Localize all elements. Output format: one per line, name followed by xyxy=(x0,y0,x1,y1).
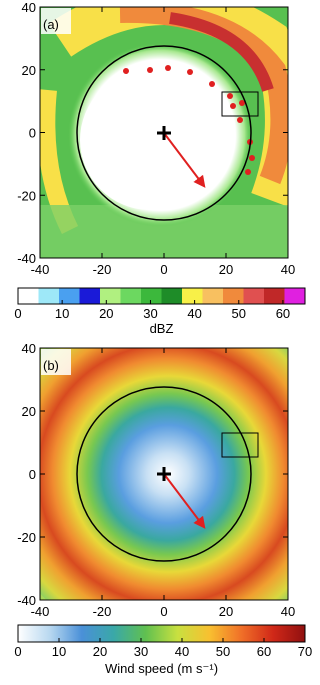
colorbar-tick-label: 30 xyxy=(143,306,157,321)
x-tick-label: 20 xyxy=(219,262,233,277)
colorbar-frame xyxy=(17,624,306,643)
y-tick-label: 0 xyxy=(29,467,36,482)
x-tick-label: -20 xyxy=(93,604,112,619)
colorbar-segment xyxy=(38,288,60,304)
colorbar-segment xyxy=(223,288,244,304)
dots xyxy=(123,65,255,175)
box xyxy=(221,432,259,458)
y-tick-label: 0 xyxy=(29,126,36,141)
y-tick-label: -20 xyxy=(17,530,36,545)
colorbar-tick-label: 30 xyxy=(134,644,148,659)
colorbar-tick-label: 40 xyxy=(175,644,189,659)
colorbar-segment xyxy=(79,288,101,304)
colorbar-frame xyxy=(17,287,306,305)
colorbar-segment xyxy=(284,288,306,304)
x-tick-label: 40 xyxy=(281,262,295,277)
reflectivity-field xyxy=(40,7,288,258)
colorbar-tick-label: 0 xyxy=(14,644,21,659)
colorbar-tick-label: 60 xyxy=(257,644,271,659)
panel-label: (b) xyxy=(43,358,59,373)
colorbar-tick-label: 50 xyxy=(216,644,230,659)
colorbar-tick-label: 10 xyxy=(52,644,66,659)
colorbar-tick-label: 0 xyxy=(14,306,21,321)
x-tick-label: 0 xyxy=(160,604,167,619)
y-tick-label: -40 xyxy=(17,593,36,608)
y-tick-label: -40 xyxy=(17,251,36,266)
colorbar-segment xyxy=(264,288,285,304)
colorbar-label: Wind speed (m s⁻¹) xyxy=(105,661,218,676)
colorbar-gradient xyxy=(18,625,305,642)
x-tick-label: -40 xyxy=(31,604,50,619)
center-mark xyxy=(157,467,171,481)
colorbar-label: dBZ xyxy=(150,321,174,336)
panel-label-bg xyxy=(41,349,71,375)
colorbar-tick-label: 40 xyxy=(187,306,201,321)
colorbar-segment xyxy=(182,288,203,304)
panel-label-bg xyxy=(41,8,71,34)
y-tick-label: 20 xyxy=(22,404,36,419)
x-tick-label: -40 xyxy=(31,262,50,277)
box xyxy=(221,91,259,117)
y-tick-label: -20 xyxy=(17,188,36,203)
x-tick-label: 20 xyxy=(219,604,233,619)
radius-circle xyxy=(76,386,252,562)
colorbar-tick-label: 10 xyxy=(55,306,69,321)
arrow xyxy=(163,132,206,188)
colorbar-tick-label: 20 xyxy=(99,306,113,321)
colorbar-segment xyxy=(202,288,224,304)
y-tick-label: 20 xyxy=(22,63,36,78)
colorbar-tick-label: 50 xyxy=(232,306,246,321)
colorbar-tick-label: 60 xyxy=(276,306,290,321)
colorbar-tick-label: 70 xyxy=(298,644,312,659)
colorbar-segment xyxy=(161,288,183,304)
arrow xyxy=(163,473,206,529)
panel-label: (a) xyxy=(43,17,59,32)
colorbar-segment xyxy=(18,288,39,304)
x-tick-label: 0 xyxy=(160,262,167,277)
colorbar-segment xyxy=(243,288,265,304)
x-tick-label: -20 xyxy=(93,262,112,277)
colorbar-tick-label: 20 xyxy=(93,644,107,659)
colorbar-segment xyxy=(59,288,80,304)
x-tick-label: 40 xyxy=(281,604,295,619)
y-tick-label: 40 xyxy=(22,341,36,356)
colorbar-segment xyxy=(120,288,142,304)
y-tick-label: 40 xyxy=(22,0,36,15)
center-mark xyxy=(157,126,171,140)
colorbar-segment xyxy=(141,288,162,304)
radius-circle xyxy=(76,45,252,221)
colorbar-segment xyxy=(100,288,121,304)
